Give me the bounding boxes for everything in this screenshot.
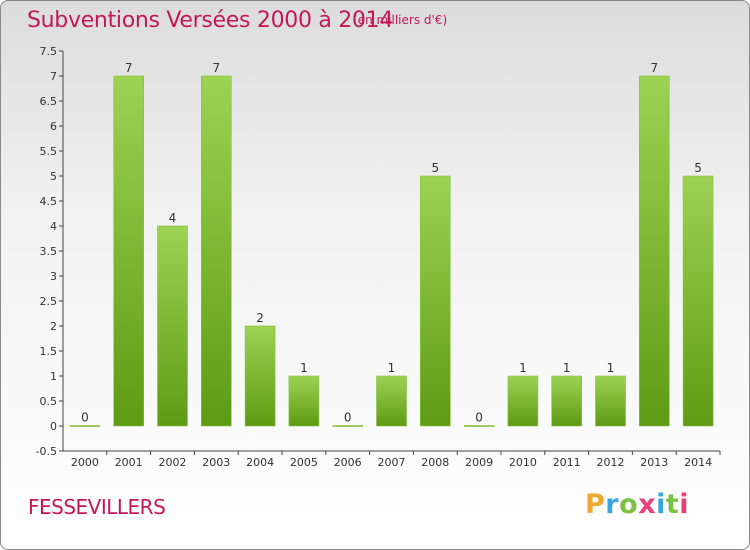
chart-unit: (en milliers d'€) xyxy=(353,13,448,27)
logo-letter: i xyxy=(679,489,690,520)
x-tick-label: 2010 xyxy=(509,456,537,469)
value-label: 1 xyxy=(300,361,308,375)
value-label: 7 xyxy=(125,61,133,75)
value-label: 0 xyxy=(475,411,483,425)
y-tick-label: 2 xyxy=(50,320,57,333)
bar[interactable] xyxy=(682,175,714,427)
x-tick-label: 2012 xyxy=(597,456,625,469)
value-label: 2 xyxy=(256,311,264,325)
chart-title: Subventions Versées 2000 à 2014 xyxy=(27,8,394,33)
x-tick-label: 2004 xyxy=(246,456,274,469)
x-tick-label: 2013 xyxy=(640,456,668,469)
bar[interactable] xyxy=(463,425,495,427)
x-tick-label: 2006 xyxy=(334,456,362,469)
value-label: 1 xyxy=(563,361,571,375)
y-tick-label: 6.5 xyxy=(40,95,58,108)
x-tick-label: 2009 xyxy=(465,456,493,469)
y-tick-label: 5 xyxy=(50,170,57,183)
bar[interactable] xyxy=(157,225,188,427)
bar[interactable] xyxy=(551,375,583,427)
y-tick-label: 2.5 xyxy=(40,295,58,308)
value-label: 4 xyxy=(169,211,177,225)
value-label: 5 xyxy=(694,161,702,175)
logo-letter: x xyxy=(638,489,657,520)
y-tick-label: 4.5 xyxy=(40,195,58,208)
y-tick-label: 0.5 xyxy=(40,395,58,408)
x-tick-label: 2014 xyxy=(684,456,712,469)
bar[interactable] xyxy=(376,375,407,427)
logo-letter: t xyxy=(665,489,680,520)
bar[interactable] xyxy=(244,325,276,427)
bar[interactable] xyxy=(69,425,101,427)
x-tick-label: 2007 xyxy=(378,456,406,469)
y-tick-label: 7.5 xyxy=(40,45,58,58)
value-label: 1 xyxy=(388,361,396,375)
bar[interactable] xyxy=(638,75,670,427)
value-label: 5 xyxy=(431,161,439,175)
logo-letter: P xyxy=(585,489,606,520)
proxiti-logo[interactable]: Proxiti xyxy=(585,489,689,520)
value-label: 0 xyxy=(81,411,89,425)
y-tick-label: 4 xyxy=(50,220,57,233)
y-tick-label: -0.5 xyxy=(36,445,57,458)
bar[interactable] xyxy=(201,75,232,427)
x-tick-label: 2001 xyxy=(115,456,143,469)
y-tick-label: 7 xyxy=(50,70,57,83)
value-label: 7 xyxy=(650,61,658,75)
bar[interactable] xyxy=(595,375,626,427)
y-tick-label: 6 xyxy=(50,120,57,133)
value-label: 0 xyxy=(344,411,352,425)
value-label: 1 xyxy=(519,361,527,375)
value-label: 7 xyxy=(212,61,220,75)
commune-name: FESSEVILLERS xyxy=(28,495,166,519)
bar[interactable] xyxy=(113,75,144,427)
x-tick-label: 2000 xyxy=(71,456,99,469)
y-tick-label: 5.5 xyxy=(40,145,58,158)
x-tick-label: 2005 xyxy=(290,456,318,469)
bar[interactable] xyxy=(332,425,364,427)
x-tick-label: 2008 xyxy=(421,456,449,469)
logo-letter: i xyxy=(656,489,666,520)
y-tick-label: 0 xyxy=(50,420,57,433)
value-label: 1 xyxy=(607,361,615,375)
y-tick-label: 3 xyxy=(50,270,57,283)
bar[interactable] xyxy=(288,375,320,427)
x-tick-label: 2002 xyxy=(159,456,187,469)
y-tick-label: 1.5 xyxy=(40,345,58,358)
bar[interactable] xyxy=(419,175,451,427)
x-tick-label: 2011 xyxy=(553,456,581,469)
logo-letter: o xyxy=(619,489,639,520)
y-tick-label: 1 xyxy=(50,370,57,383)
bar[interactable] xyxy=(507,375,539,427)
x-tick-label: 2003 xyxy=(202,456,230,469)
logo-letter: r xyxy=(605,489,620,520)
y-tick-label: 3.5 xyxy=(40,245,58,258)
